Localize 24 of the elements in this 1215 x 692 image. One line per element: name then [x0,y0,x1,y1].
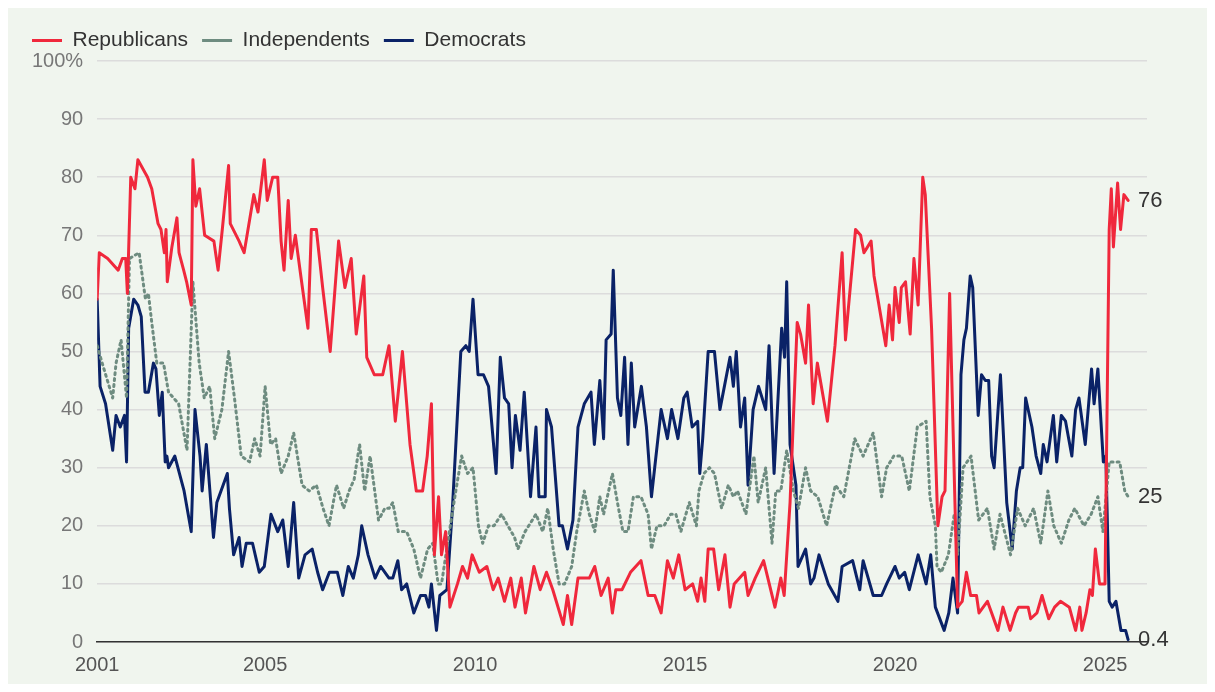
x-tick-label: 2010 [452,652,498,675]
x-tick-label: 2001 [74,652,120,675]
y-tick-label: 80 [60,164,84,187]
x-tick-label: 2015 [662,652,708,675]
y-tick-label: 20 [60,513,84,536]
y-tick-label: 70 [60,222,84,245]
y-tick-label: 50 [60,339,84,362]
y-tick-label: 10 [60,571,84,594]
y-tick-label: 60 [60,280,84,303]
x-tick-label: 2025 [1082,652,1128,675]
y-tick-label: 90 [60,106,84,129]
data-label: 25 [1138,482,1163,508]
y-tick-label: 100% [32,48,84,71]
x-tick-label: 2005 [242,652,288,675]
legend-label: Republicans [72,27,189,51]
legend-label: Independents [242,27,370,51]
legend-label: Democrats [424,27,526,51]
y-tick-label: 0 [72,629,84,652]
data-label: 0.4 [1138,625,1169,651]
y-tick-label: 40 [60,397,84,420]
x-tick-label: 2020 [872,652,918,675]
line-series [97,251,1130,586]
y-tick-label: 30 [60,455,84,478]
data-label: 76 [1138,186,1163,212]
